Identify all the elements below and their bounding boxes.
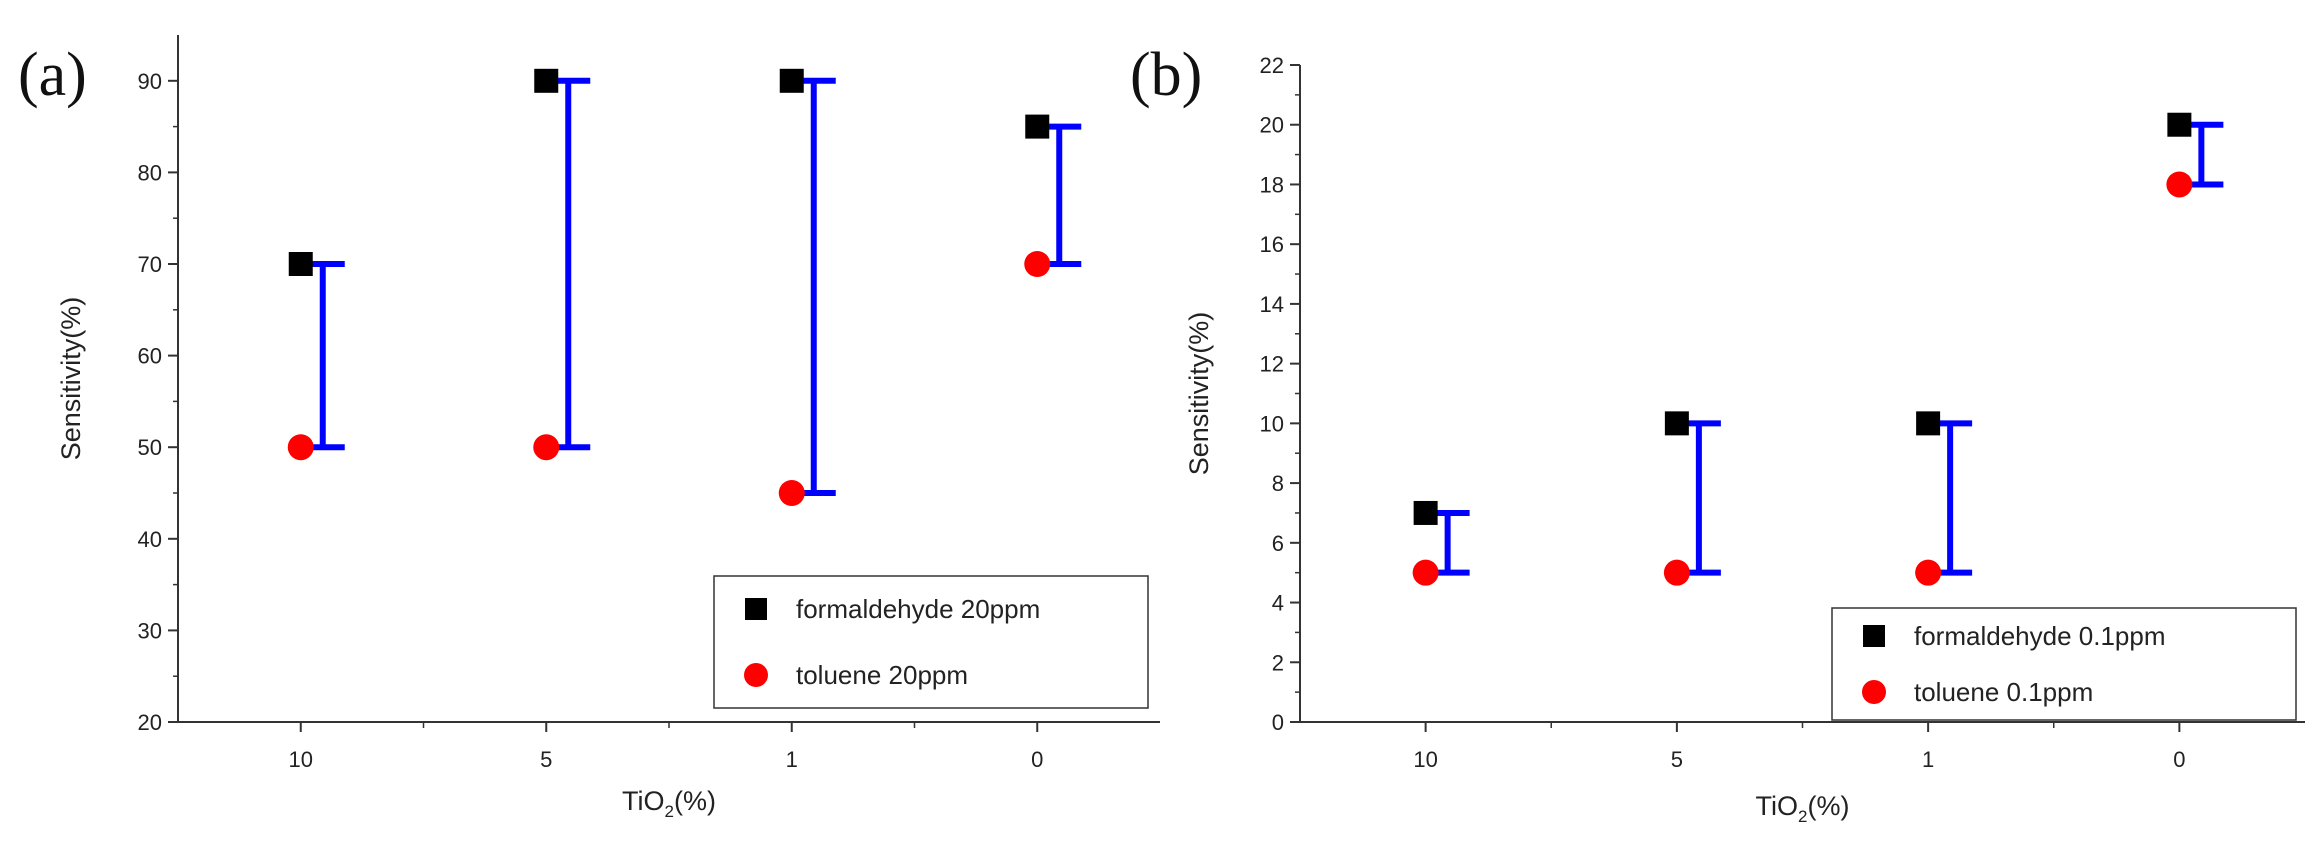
data-point-circle — [1412, 559, 1439, 586]
legend-marker-square — [1863, 625, 1885, 647]
panel-label: (b) — [1130, 41, 1202, 109]
y-axis-label: Sensitivity(%) — [1184, 312, 1214, 476]
y-tick-label: 20 — [1260, 113, 1284, 138]
data-point-square — [1916, 411, 1941, 436]
x-tick-label: 0 — [1031, 747, 1043, 772]
y-tick-label: 10 — [1260, 411, 1284, 436]
legend-entry-label: formaldehyde 0.1ppm — [1914, 621, 2165, 651]
y-tick-label: 8 — [1272, 471, 1284, 496]
y-tick-label: 20 — [138, 710, 162, 735]
x-tick-label: 1 — [1922, 747, 1934, 772]
y-tick-label: 50 — [138, 435, 162, 460]
y-tick-label: 4 — [1272, 591, 1284, 616]
data-point-square — [1664, 411, 1689, 436]
legend-box — [713, 575, 1149, 709]
range-bar — [1037, 123, 1082, 267]
y-tick-label: 30 — [138, 618, 162, 643]
data-point-circle — [778, 480, 805, 506]
range-bar — [791, 77, 836, 496]
data-point-circle — [533, 434, 560, 461]
data-point-square — [1413, 500, 1438, 525]
y-tick-label: 40 — [138, 527, 162, 552]
x-axis-label: TiO2(%) — [622, 786, 716, 821]
y-tick-label: 80 — [138, 160, 162, 185]
y-tick-label: 60 — [138, 344, 162, 369]
legend-entry-label: toluene 0.1ppm — [1914, 677, 2093, 707]
x-tick-label: 5 — [1671, 747, 1683, 772]
x-tick-label: 5 — [540, 747, 552, 772]
legend-marker-square — [745, 598, 767, 620]
data-point-circle — [287, 434, 314, 461]
data-point-square — [288, 252, 313, 276]
range-bar — [1928, 420, 1973, 576]
data-point-square — [779, 68, 804, 93]
x-tick-label: 0 — [2173, 747, 2185, 772]
panel-label: (a) — [18, 41, 87, 109]
data-point-circle — [1663, 559, 1690, 586]
x-tick-label: 10 — [1413, 747, 1437, 772]
legend: formaldehyde 0.1ppm toluene 0.1ppm — [1831, 607, 2297, 721]
y-tick-label: 14 — [1260, 292, 1284, 317]
y-tick-label: 90 — [138, 69, 162, 94]
x-tick-label: 1 — [786, 747, 798, 772]
y-tick-label: 0 — [1272, 710, 1284, 735]
legend-entry-label: formaldehyde 20ppm — [796, 594, 1040, 624]
legend-marker-circle — [1862, 680, 1886, 704]
legend: formaldehyde 20ppm toluene 20ppm — [713, 575, 1149, 709]
x-axis-label: TiO2(%) — [1756, 791, 1850, 826]
data-point-circle — [2166, 171, 2193, 198]
y-tick-label: 2 — [1272, 650, 1284, 675]
range-bar — [546, 77, 591, 451]
data-point-circle — [1024, 251, 1051, 277]
y-axis-label: Sensitivity(%) — [56, 297, 86, 461]
data-point-square — [2167, 112, 2192, 137]
y-tick-label: 12 — [1260, 352, 1284, 377]
data-point-square — [534, 68, 559, 93]
y-tick-label: 18 — [1260, 172, 1284, 197]
range-bar — [1676, 420, 1721, 576]
data-point-circle — [1915, 559, 1942, 586]
legend-marker-circle — [744, 663, 768, 687]
y-tick-label: 22 — [1260, 53, 1284, 78]
range-bar — [300, 261, 345, 451]
y-tick-label: 6 — [1272, 531, 1284, 556]
legend-entry-label: toluene 20ppm — [796, 660, 968, 690]
legend-box — [1831, 607, 2297, 721]
x-tick-label: 10 — [289, 747, 313, 772]
data-point-square — [1025, 114, 1050, 139]
y-tick-label: 70 — [138, 252, 162, 277]
y-tick-label: 16 — [1260, 232, 1284, 257]
